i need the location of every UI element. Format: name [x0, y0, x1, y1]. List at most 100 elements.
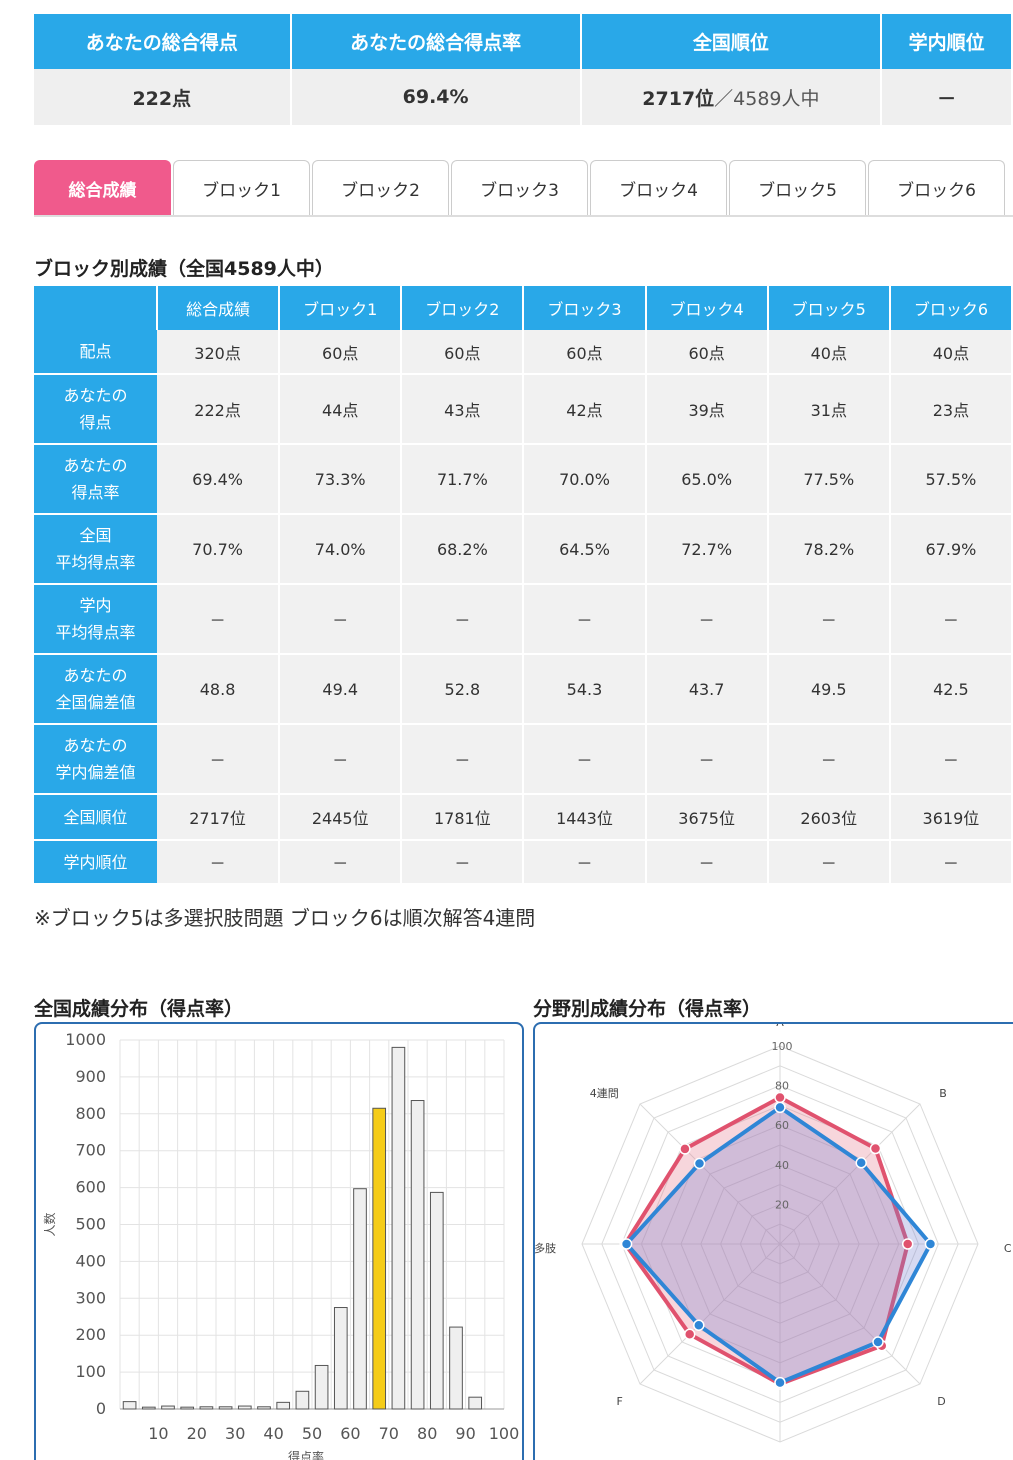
- table-cell: 44点: [279, 374, 403, 445]
- table-cell: 60点: [645, 330, 769, 375]
- y-tick-label: 100: [75, 1362, 106, 1381]
- radar-point: [774, 1376, 786, 1389]
- x-tick-label: 30: [225, 1424, 245, 1443]
- radar-point: [872, 1336, 884, 1348]
- radar-axis-label: D: [937, 1395, 945, 1408]
- table-cell: －: [157, 724, 281, 795]
- x-tick-label: 90: [455, 1424, 475, 1443]
- histogram-bar: [122, 1401, 137, 1410]
- table-row: 全国 平均得点率 70.7% 74.0% 68.2% 64.5% 72.7% 78.2% 67…: [34, 514, 1013, 585]
- x-tick-label: 40: [263, 1424, 283, 1443]
- radar-point: [620, 1238, 633, 1250]
- radar-point: [693, 1157, 706, 1170]
- table-row: あなたの 学内偏差値－－－－－－－: [34, 724, 1013, 795]
- tab-block-6[interactable]: ブロック6: [868, 160, 1005, 216]
- table-cell: 39点: [645, 374, 769, 445]
- summary-score-rate: 69.4%: [290, 69, 582, 125]
- block-row-header: 全国 平均得点率: [34, 514, 157, 585]
- tab-block-4[interactable]: ブロック4: [590, 160, 727, 216]
- y-tick-label: 800: [75, 1104, 106, 1123]
- table-cell: 43.7: [645, 654, 769, 725]
- table-cell: 77.5%: [767, 444, 891, 515]
- radar-point: [869, 1142, 882, 1155]
- histogram-bar: [257, 1406, 271, 1410]
- tab-block-5[interactable]: ブロック5: [729, 160, 866, 216]
- radar-point: [774, 1101, 786, 1114]
- block-col-header: 総合成績: [157, 286, 281, 330]
- table-cell: －: [645, 584, 769, 655]
- national-rank-total: ／4589人中: [714, 87, 820, 110]
- radar-point: [855, 1157, 867, 1169]
- histogram-bar: [180, 1406, 195, 1410]
- radar-spoke: [779, 1103, 921, 1245]
- table-cell: 67.9%: [889, 514, 1013, 585]
- y-tick-label: 200: [75, 1325, 106, 1344]
- table-cell: －: [523, 584, 647, 655]
- tab-block-2[interactable]: ブロック2: [312, 160, 449, 216]
- table-cell: －: [157, 584, 281, 655]
- histogram-bar: [218, 1406, 233, 1410]
- block-row-header: あなたの 得点: [34, 374, 157, 445]
- histogram-bar: [295, 1390, 310, 1410]
- x-tick-label: 10: [148, 1424, 168, 1443]
- y-tick-label: 1000: [65, 1030, 106, 1049]
- table-cell: 222点: [157, 374, 281, 445]
- histogram-bar: [372, 1107, 387, 1410]
- radar-title: 分野別成績分布（得点率）: [533, 998, 762, 1020]
- histogram-bar: [468, 1396, 483, 1410]
- radar-axis-label: C: [1004, 1242, 1012, 1255]
- radar-point: [924, 1238, 937, 1250]
- block-row-header: 配点: [34, 330, 157, 375]
- radar-axis-label: F: [616, 1395, 622, 1408]
- radar-point: [679, 1143, 691, 1155]
- summary-table: あなたの総合得点 あなたの総合得点率 全国順位 学内順位 222点 69.4% …: [34, 14, 1013, 125]
- x-tick-label: 20: [187, 1424, 207, 1443]
- radar-axis-label: B: [939, 1087, 947, 1100]
- table-cell: 60点: [523, 330, 647, 375]
- table-cell: 320点: [157, 330, 281, 375]
- table-cell: 40点: [889, 330, 1013, 375]
- table-cell: －: [279, 840, 403, 885]
- histogram-bar: [410, 1100, 425, 1410]
- table-cell: －: [401, 840, 525, 885]
- summary-national-rank: 2717位／4589人中: [580, 69, 883, 125]
- y-tick-label: 600: [75, 1178, 106, 1197]
- table-row: あなたの 得点 222点 44点 43点 42点 39点 31点 23点: [34, 374, 1013, 445]
- x-axis-label: 得点率: [288, 1449, 324, 1460]
- table-cell: －: [889, 724, 1013, 795]
- histogram-bar: [276, 1401, 291, 1410]
- table-cell: 64.5%: [523, 514, 647, 585]
- summary-school-rank: －: [881, 69, 1013, 125]
- histogram-bar: [429, 1191, 444, 1410]
- histogram-panel: 0 100 200 300 400 500 600 700 800 900 1000 10 20 30 40…: [34, 1022, 524, 1460]
- table-row: 学内順位－－－－－－－: [34, 840, 1013, 885]
- block-row-header: 学内 平均得点率: [34, 584, 157, 655]
- result-tabs: 総合成績 ブロック1 ブロック2 ブロック3 ブロック4 ブロック5 ブロック6: [34, 160, 1007, 216]
- block-table-corner: [34, 286, 158, 330]
- table-cell: 48.8: [157, 654, 281, 725]
- block-results-table: 総合成績 ブロック1 ブロック2 ブロック3 ブロック4 ブロック5 ブロック6 配点 320…: [34, 286, 1013, 885]
- table-cell: 3619位: [889, 794, 1013, 841]
- block-row-header: 全国順位: [34, 794, 157, 841]
- table-cell: －: [889, 584, 1013, 655]
- y-tick-label: 400: [75, 1251, 106, 1270]
- block-col-header: ブロック3: [523, 286, 647, 330]
- table-cell: 54.3: [523, 654, 647, 725]
- table-cell: －: [767, 584, 891, 655]
- summary-header-score-rate: あなたの総合得点率: [290, 14, 582, 69]
- histogram-bar: [449, 1326, 463, 1410]
- tab-overall[interactable]: 総合成績: [34, 160, 171, 216]
- table-cell: －: [767, 840, 891, 885]
- radar-tick-label: 40: [775, 1159, 789, 1172]
- tab-block-1[interactable]: ブロック1: [173, 160, 310, 216]
- table-cell: －: [889, 840, 1013, 885]
- radar-axis-label: A: [776, 1024, 784, 1029]
- table-cell: －: [279, 584, 403, 655]
- tab-block-3[interactable]: ブロック3: [451, 160, 588, 216]
- table-cell: 74.0%: [279, 514, 403, 585]
- y-tick-label: 900: [75, 1067, 106, 1086]
- histogram-bar: [141, 1406, 156, 1410]
- block-row-header: あなたの 全国偏差値: [34, 654, 157, 725]
- x-tick-label: 70: [379, 1424, 399, 1443]
- radar-spoke: [639, 1103, 781, 1245]
